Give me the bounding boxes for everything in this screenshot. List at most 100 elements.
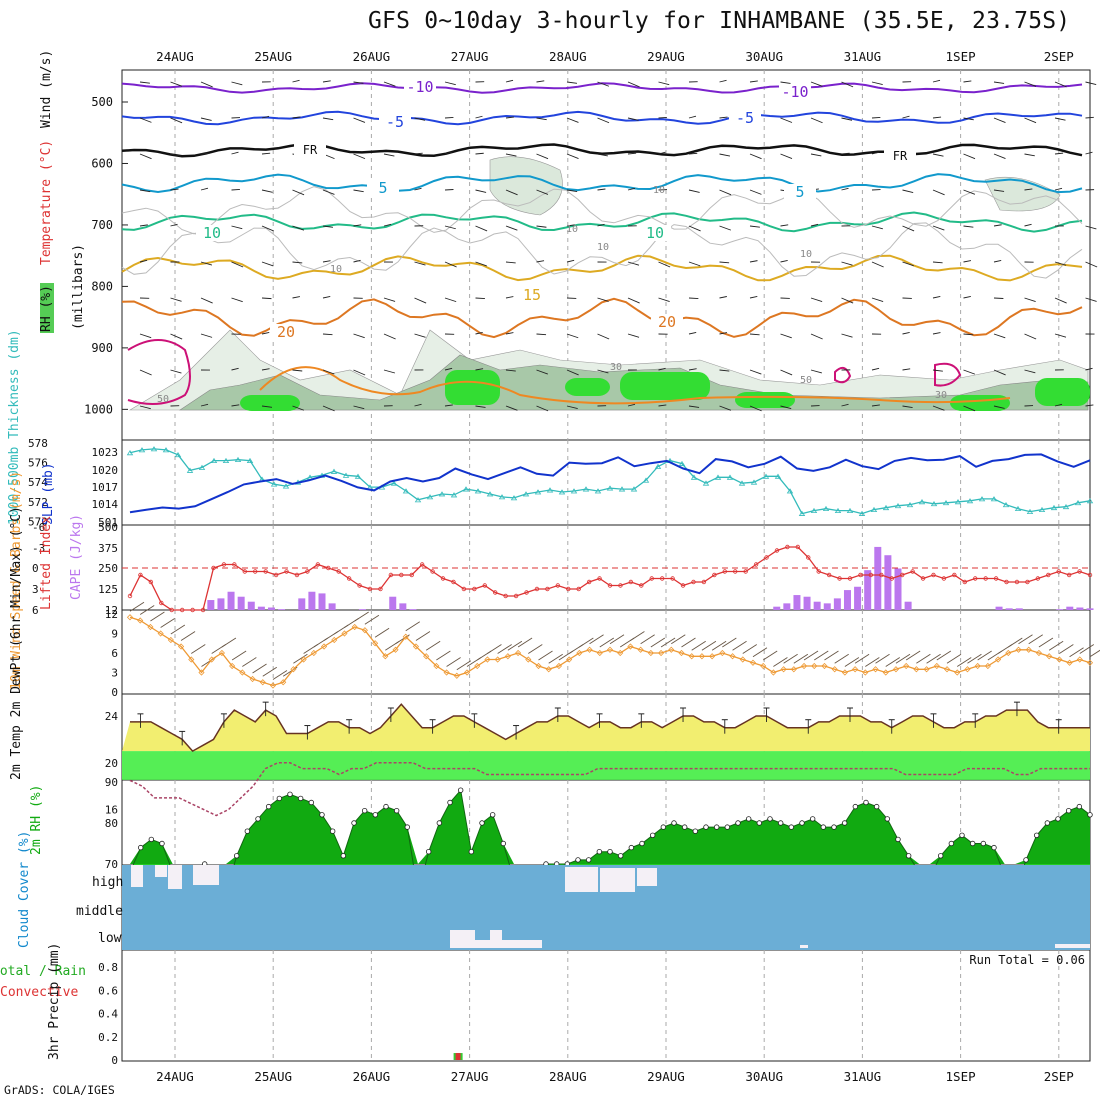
li-marker: [566, 586, 571, 592]
rh-marker: [841, 820, 848, 826]
cape-bar: [318, 593, 326, 610]
ylabel-rh: RH (%): [39, 285, 54, 332]
cape-bar: [328, 603, 336, 610]
wind-marker: [892, 666, 900, 673]
wind-marker: [678, 649, 685, 657]
slp-line: [129, 453, 1091, 514]
cape-bar: [783, 603, 791, 610]
rh-area-dark: [130, 790, 1090, 864]
ylabel-precip: 3hr Precip (mm): [47, 943, 62, 1060]
thickness-marker: [750, 479, 758, 485]
wind-barb-10m: [354, 611, 369, 622]
wind-barb-10m: [1038, 637, 1054, 648]
wind-barb-10m: [711, 640, 727, 651]
wind-barb: [658, 116, 667, 119]
wind-barb: [932, 296, 941, 299]
rh-shade-high: [445, 370, 500, 405]
li-marker: [920, 576, 926, 581]
contour-label: -5: [736, 109, 754, 127]
contour-label: 15: [523, 286, 541, 304]
rh-marker: [319, 812, 325, 818]
wind-barb: [322, 225, 334, 228]
wind-barb: [688, 115, 697, 119]
wind-barb: [871, 116, 881, 119]
wind-barb: [536, 189, 549, 195]
date-label-top: 25AUG: [254, 49, 292, 64]
wind-barb: [627, 261, 640, 266]
wind-barb: [1024, 297, 1036, 302]
rh-marker: [905, 853, 912, 859]
cloud-gap: [205, 865, 219, 885]
ylabel-thickness: 1000-500mb Thickness (dm): [7, 329, 22, 525]
wind-marker: [494, 656, 501, 663]
contour-label-bg: [294, 141, 326, 157]
cape-bar: [227, 591, 235, 610]
wind-barb: [505, 225, 518, 231]
wind-barb: [322, 369, 335, 375]
wind-barb: [139, 405, 151, 410]
cape-bar: [894, 568, 902, 610]
rh-legend-swatch: [40, 283, 54, 333]
wind-barb: [505, 332, 514, 335]
wind-marker: [300, 656, 307, 663]
wind-marker: [167, 636, 174, 644]
li-marker: [263, 569, 268, 574]
contour-label-gray: 30: [935, 390, 947, 401]
wind-marker: [208, 656, 215, 663]
cape-bar: [1005, 608, 1013, 610]
wind-marker: [515, 649, 522, 657]
wind-barb: [200, 261, 213, 266]
thickness-marker: [162, 447, 170, 453]
wind-barb: [871, 367, 880, 371]
li-marker: [545, 586, 550, 592]
wind-barb: [749, 405, 762, 412]
rh-marker: [308, 799, 315, 806]
wind-barb: [841, 117, 853, 121]
thickness-marker: [690, 474, 698, 480]
wind-barb-10m: [425, 640, 441, 651]
thickness-marker: [390, 480, 398, 486]
cape-bar: [389, 596, 397, 610]
li-marker: [973, 576, 978, 581]
wind-barb-10m: [885, 657, 900, 667]
li-marker: [1035, 576, 1041, 581]
wind-barb: [383, 223, 392, 227]
contour-label: 10: [646, 224, 664, 242]
wind-barb-10m: [1069, 647, 1084, 658]
wind-barb: [566, 117, 579, 123]
wind-barb: [139, 333, 152, 339]
li-marker: [482, 583, 487, 588]
wind-barb: [536, 369, 548, 375]
wind-barb: [719, 79, 727, 83]
wind-barb: [566, 224, 575, 227]
wind-barb: [261, 189, 273, 193]
ytick-thickness: 578: [28, 437, 48, 450]
rh-shade-high: [565, 378, 610, 396]
contour-label-bg: [651, 314, 683, 330]
rh-marker: [329, 828, 336, 834]
contour-minus10: [121, 82, 1083, 94]
li-marker: [127, 593, 133, 599]
wind-barb: [810, 81, 823, 87]
thickness-marker: [522, 491, 530, 497]
wind-barb-10m: [1048, 640, 1064, 651]
wind-barb: [231, 297, 243, 303]
ylabel-precip-convective: Convective: [0, 985, 78, 1000]
li-marker: [753, 562, 759, 567]
wind-barb: [475, 115, 483, 119]
wind-barb: [261, 115, 270, 119]
wind-marker: [862, 669, 869, 676]
rh-marker: [809, 816, 816, 822]
cloud-gap: [475, 940, 500, 948]
wind-barb: [871, 225, 883, 230]
wind-barb: [932, 405, 945, 411]
wind-barb: [963, 80, 972, 83]
wind-barb: [1085, 151, 1093, 155]
wind-barb: [261, 405, 273, 408]
li-marker: [806, 555, 811, 560]
wind-marker: [545, 666, 552, 673]
cloud-gap: [450, 930, 475, 948]
wind-barb: [170, 297, 182, 302]
li-marker: [190, 607, 195, 613]
li-marker: [326, 565, 331, 571]
